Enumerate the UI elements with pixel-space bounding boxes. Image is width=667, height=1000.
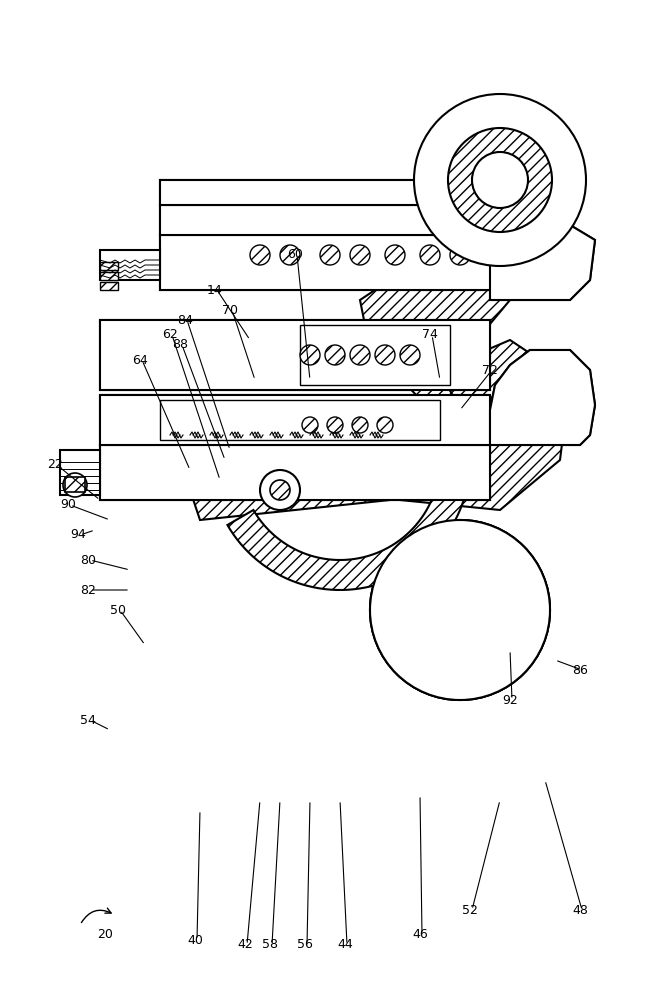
Bar	[60, 450, 100, 495]
Polygon shape	[410, 170, 510, 270]
Text: 20: 20	[97, 928, 113, 942]
Text: 70: 70	[222, 304, 238, 316]
Bar	[100, 445, 490, 500]
Circle shape	[270, 480, 290, 500]
Text: 94: 94	[70, 528, 86, 542]
Bar	[160, 180, 540, 205]
Circle shape	[420, 245, 440, 265]
Text: 50: 50	[110, 603, 126, 616]
Circle shape	[475, 155, 525, 205]
Polygon shape	[360, 200, 510, 360]
Circle shape	[250, 245, 270, 265]
Polygon shape	[390, 340, 570, 510]
Bar	[100, 430, 160, 445]
Circle shape	[280, 245, 300, 265]
Polygon shape	[490, 225, 595, 300]
Circle shape	[300, 345, 320, 365]
Text: 42: 42	[237, 938, 253, 952]
Bar	[100, 395, 490, 445]
Bar	[160, 400, 440, 440]
Text: 82: 82	[80, 584, 96, 596]
Circle shape	[370, 520, 550, 700]
Text: 48: 48	[572, 904, 588, 916]
Circle shape	[385, 245, 405, 265]
Text: 64: 64	[132, 354, 148, 366]
Text: 74: 74	[422, 328, 438, 342]
Text: 62: 62	[162, 328, 178, 342]
Polygon shape	[490, 350, 595, 445]
Text: 22: 22	[47, 458, 63, 472]
Text: 14: 14	[207, 284, 223, 296]
Text: 60: 60	[287, 248, 303, 261]
Circle shape	[327, 417, 343, 433]
Circle shape	[350, 245, 370, 265]
Text: 44: 44	[337, 938, 353, 952]
Text: 72: 72	[482, 363, 498, 376]
Bar	[65, 477, 85, 492]
Circle shape	[260, 470, 300, 510]
Text: 88: 88	[172, 338, 188, 352]
Text: 58: 58	[262, 938, 278, 952]
Bar	[100, 320, 490, 390]
Bar	[100, 430, 160, 445]
Bar	[100, 250, 160, 280]
Polygon shape	[227, 360, 470, 590]
Circle shape	[350, 345, 370, 365]
Bar	[100, 282, 118, 290]
Bar	[160, 205, 540, 235]
Circle shape	[302, 417, 318, 433]
Polygon shape	[490, 350, 595, 445]
Bar	[100, 262, 118, 270]
Circle shape	[63, 473, 87, 497]
Bar	[300, 325, 450, 385]
Bar	[100, 272, 118, 280]
Bar	[100, 395, 490, 445]
Circle shape	[370, 520, 550, 700]
Bar	[160, 235, 540, 290]
Circle shape	[414, 94, 586, 266]
Bar	[160, 235, 540, 290]
Text: 92: 92	[502, 694, 518, 706]
Circle shape	[415, 95, 585, 265]
Circle shape	[325, 345, 345, 365]
Circle shape	[472, 152, 528, 208]
Circle shape	[450, 130, 550, 230]
Circle shape	[450, 245, 470, 265]
Circle shape	[400, 345, 420, 365]
Bar	[160, 205, 540, 235]
Text: 46: 46	[412, 928, 428, 942]
Text: 80: 80	[80, 554, 96, 566]
Text: 56: 56	[297, 938, 313, 952]
Text: 86: 86	[572, 664, 588, 676]
Text: 52: 52	[462, 904, 478, 916]
Circle shape	[375, 345, 395, 365]
Bar	[100, 320, 490, 390]
Circle shape	[370, 520, 550, 700]
Polygon shape	[180, 400, 420, 520]
Circle shape	[352, 417, 368, 433]
Text: 84: 84	[177, 314, 193, 326]
Polygon shape	[490, 225, 595, 300]
Text: 90: 90	[60, 498, 76, 512]
Circle shape	[377, 417, 393, 433]
Bar	[100, 445, 490, 500]
Bar	[160, 180, 540, 205]
Circle shape	[448, 128, 552, 232]
Text: 40: 40	[187, 934, 203, 946]
Text: 54: 54	[80, 714, 96, 726]
Circle shape	[320, 245, 340, 265]
